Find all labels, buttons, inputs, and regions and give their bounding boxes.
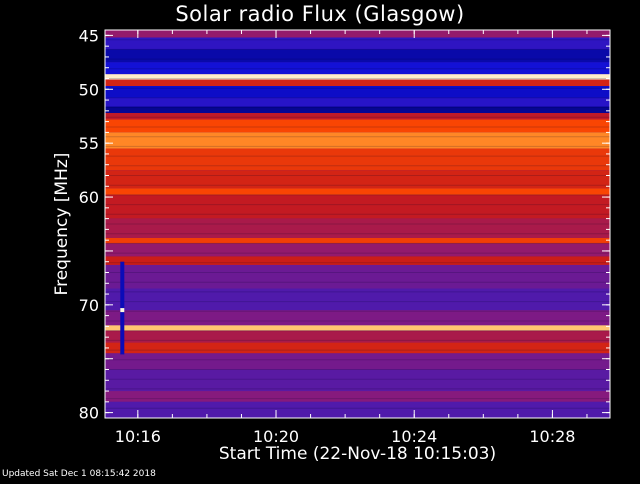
y-tick-label: 80 (79, 404, 99, 423)
spectral-band (105, 49, 610, 63)
burst-streak (120, 261, 125, 355)
spectral-band (105, 37, 610, 50)
y-axis-label: Frequency [MHz] (52, 153, 72, 296)
spectral-band (105, 119, 610, 133)
spectral-band (105, 353, 610, 370)
x-tick-label: 10:20 (253, 427, 299, 446)
spectral-band (105, 194, 610, 219)
spectral-band (105, 62, 610, 75)
x-tick-label: 10:24 (391, 427, 437, 446)
spectral-band (105, 391, 610, 402)
y-tick-label: 60 (79, 188, 99, 207)
spectral-band (105, 330, 610, 343)
spectral-band (105, 86, 610, 98)
y-tick-label: 50 (79, 80, 99, 99)
y-tick-label: 70 (79, 296, 99, 315)
spectral-band (105, 264, 610, 289)
spectral-band (105, 310, 610, 326)
spectral-band (105, 218, 610, 239)
chart-title: Solar radio Flux (Glasgow) (175, 2, 465, 26)
spectral-band (105, 112, 610, 120)
spectral-band (105, 79, 610, 87)
x-tick-label: 10:16 (115, 427, 161, 446)
spectral-band (105, 401, 610, 418)
spectral-band (105, 30, 610, 38)
y-tick-label: 55 (79, 134, 99, 153)
spectral-band (105, 74, 610, 80)
x-axis-label: Start Time (22-Nov-18 10:15:03) (218, 444, 497, 464)
spectral-band (105, 238, 610, 244)
y-tick-label: 45 (79, 26, 99, 45)
spectral-band (105, 132, 610, 149)
spectral-band (105, 256, 610, 265)
spectral-band (105, 243, 610, 257)
spectral-band (105, 97, 610, 107)
spectral-band (105, 342, 610, 354)
spectral-band (105, 369, 610, 392)
update-timestamp: Updated Sat Dec 1 08:15:42 2018 (2, 469, 156, 479)
spectral-band (105, 325, 610, 331)
x-tick-label: 10:28 (529, 427, 575, 446)
plot-frame (104, 29, 611, 419)
spectral-band (105, 288, 610, 311)
burst-peak (120, 308, 125, 313)
spectral-band (105, 170, 610, 189)
spectral-band (105, 188, 610, 195)
spectral-band (105, 106, 610, 113)
spectral-band (105, 148, 610, 171)
